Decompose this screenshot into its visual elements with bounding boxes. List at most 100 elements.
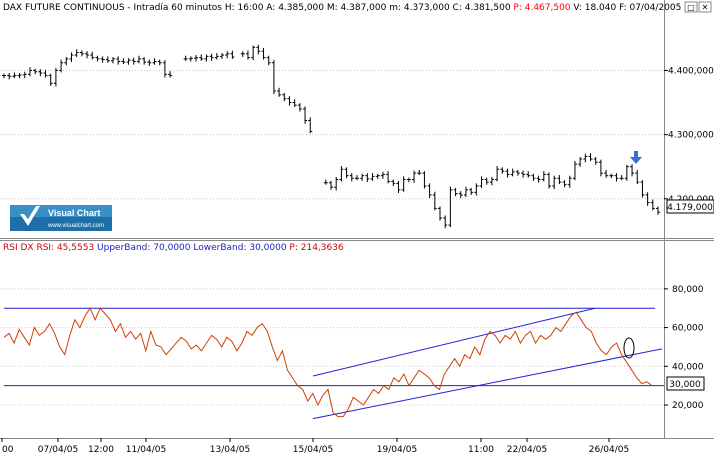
price-bar	[147, 59, 152, 66]
price-bar	[547, 172, 551, 189]
price-tick-label: 4.300,000	[668, 131, 714, 141]
price-bar	[624, 164, 629, 181]
price-bar	[344, 167, 349, 179]
hour-value: 16:00	[237, 3, 263, 13]
x-tick-label: 13/04/05	[210, 445, 250, 454]
price-axis-panel	[664, 0, 714, 238]
rsi-tick-label: 40,000	[672, 362, 704, 372]
x-tick-label: 11:00	[468, 445, 494, 454]
price-bar	[635, 169, 640, 185]
price-bar	[453, 187, 458, 197]
price-bar	[438, 206, 442, 221]
x-tick-label: 00	[2, 445, 14, 454]
last-price-text: 4.179,000	[667, 203, 713, 213]
price-bar	[111, 56, 115, 64]
price-bar	[422, 171, 427, 189]
price-bar	[38, 69, 43, 77]
price-bar	[484, 177, 489, 185]
instrument-name: DAX FUTURE CONTINUOUS	[3, 3, 125, 13]
x-tick-label: 15/04/05	[293, 445, 333, 454]
price-bar	[323, 179, 328, 185]
price-bar	[412, 170, 417, 183]
price-bar	[199, 54, 204, 61]
price-bar	[572, 160, 577, 181]
price-bar	[531, 173, 536, 181]
price-bar	[79, 50, 84, 57]
channel-lower-line	[312, 348, 663, 420]
price-bar	[474, 183, 479, 196]
visual-chart-logo: Visual Chart www.visualchart.com	[10, 205, 112, 231]
price-bar	[142, 56, 147, 65]
price-tick-label: 4.400,000	[668, 66, 714, 76]
price-bar	[188, 56, 193, 62]
price-bar	[443, 215, 448, 229]
price-bar	[463, 186, 468, 197]
price-bar	[157, 59, 162, 66]
price-bar	[609, 173, 614, 179]
close-button[interactable]	[698, 1, 712, 13]
price-bar	[2, 73, 6, 79]
price-bar	[48, 73, 53, 86]
price-bar	[552, 175, 557, 190]
volume-value: 18.040	[585, 3, 617, 13]
price-bar	[240, 51, 245, 57]
x-tick-label: 22/04/05	[507, 445, 547, 454]
price-bar	[271, 60, 276, 95]
price-bar	[380, 171, 385, 179]
rsi-bands	[4, 307, 664, 387]
price-bar	[515, 169, 520, 176]
price-bar	[375, 173, 380, 179]
price-bar	[17, 73, 22, 79]
price-bar	[69, 52, 74, 63]
price-bar	[510, 168, 515, 177]
price-bar	[354, 175, 359, 181]
down-arrow-icon	[630, 151, 642, 164]
price-bar	[370, 173, 375, 181]
p-value: 4.467,500	[525, 3, 571, 13]
rsi-label: RSI DX RSI:	[3, 243, 57, 253]
price-bar	[220, 53, 224, 59]
price-bar	[277, 87, 282, 97]
price-bar	[168, 71, 173, 78]
price-bar	[251, 45, 256, 61]
price-bar	[90, 51, 95, 60]
logo-name: Visual Chart	[48, 208, 100, 218]
maximize-button[interactable]	[684, 1, 698, 13]
low-value: 4.373,000	[404, 3, 450, 13]
price-bar	[256, 44, 261, 55]
interval: Intradía 60 minutos	[134, 3, 223, 13]
window-buttons: □ ✕	[684, 1, 712, 13]
rsi-last-label: 30,000	[666, 376, 705, 391]
price-bar	[401, 176, 406, 192]
price-header: DAX FUTURE CONTINUOUS - Intradía 60 minu…	[3, 3, 681, 13]
price-bar	[557, 175, 562, 185]
rsi-tick-label: 60,000	[672, 324, 704, 334]
price-bar	[261, 48, 266, 60]
close-icon: ✕	[702, 3, 709, 12]
rsi-line-group	[3, 307, 653, 418]
price-bar	[614, 173, 619, 182]
price-bar	[53, 67, 58, 87]
open-value: 4.385,000	[278, 3, 324, 13]
x-tick-label: 07/04/05	[38, 445, 78, 454]
price-bar	[593, 157, 598, 165]
x-tick-label: 26/04/05	[589, 445, 629, 454]
price-bar	[458, 191, 463, 199]
price-bar	[578, 157, 583, 167]
x-tick-label: 19/04/05	[377, 445, 417, 454]
price-bar	[266, 55, 271, 66]
price-bar	[365, 173, 370, 183]
logo-url: www.visualchart.com	[47, 223, 104, 229]
price-bar	[489, 176, 494, 186]
price-bar	[126, 58, 131, 65]
rsi-tick-label: 20,000	[672, 401, 704, 411]
date-value: 07/04/2005	[629, 3, 681, 13]
rsi-axis-ticks: 80,000 60,000 40,000 20,000	[664, 285, 704, 411]
price-bar	[152, 58, 157, 65]
rsi-p-value: 214,3636	[301, 243, 344, 253]
rsi-line	[3, 307, 653, 418]
price-bar	[136, 55, 141, 64]
price-bar	[541, 171, 546, 182]
rsi-last-text: 30,000	[669, 380, 701, 390]
price-bar	[59, 59, 64, 73]
